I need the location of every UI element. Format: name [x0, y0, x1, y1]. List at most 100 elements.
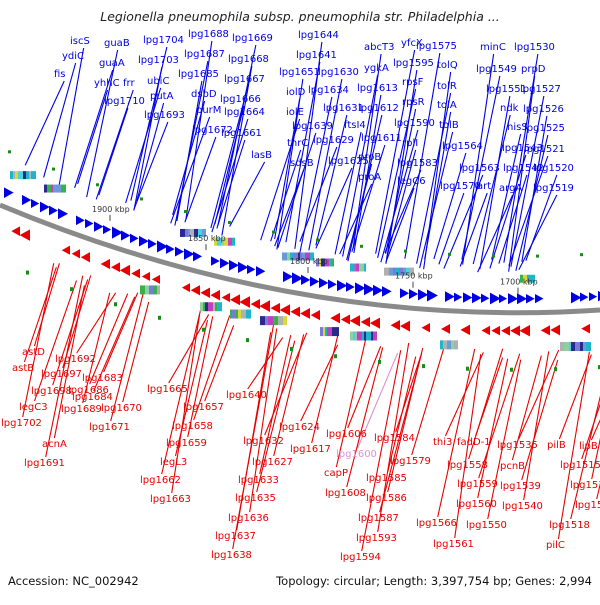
gene-label-lpg1665[interactable]: lpg1665: [147, 384, 188, 395]
gene-label-lpg1558[interactable]: lpg1558: [447, 460, 488, 471]
gene-label-lpg1691[interactable]: lpg1691: [24, 458, 65, 469]
gene-label-lpg1559[interactable]: lpg1559: [457, 479, 498, 490]
gene-label-lpg1586[interactable]: lpg1586: [366, 493, 407, 504]
gene-label-lpg1612[interactable]: lpg1612: [358, 103, 399, 114]
gene-label-lpg1704[interactable]: lpg1704: [143, 35, 184, 46]
gene-label-lpg1666[interactable]: lpg1666: [220, 94, 261, 105]
gene-label-purm[interactable]: purM: [196, 105, 221, 116]
gene-label-legc6[interactable]: legC6: [397, 176, 426, 187]
gene-label-lasb[interactable]: lasB: [251, 150, 272, 161]
gene-label-lpg1667[interactable]: lpg1667: [224, 74, 265, 85]
gene-label-lpg1627[interactable]: lpg1627: [252, 457, 293, 468]
gene-label-lpg1520[interactable]: lpg1520: [533, 163, 574, 174]
gene-label-lpg1710[interactable]: lpg1710: [104, 96, 145, 107]
gene-label-lpg1593[interactable]: lpg1593: [356, 533, 397, 544]
gene-label-lpg1672[interactable]: lpg1672: [192, 125, 233, 136]
gene-label-lpg1590[interactable]: lpg1590: [394, 118, 435, 129]
gene-label-abct3[interactable]: abcT3: [364, 42, 394, 53]
gene-label-acna[interactable]: acnA: [42, 439, 67, 450]
gene-label-lpg1635[interactable]: lpg1635: [235, 493, 276, 504]
gene-label-lpg1527[interactable]: lpg1527: [520, 84, 561, 95]
gene-label-lpg1539[interactable]: lpg1539: [500, 481, 541, 492]
gene-label-lpg1542[interactable]: lpg1542: [503, 163, 544, 174]
gene-label-rpsf[interactable]: rpsF: [402, 77, 424, 88]
gene-label-iole[interactable]: iolE: [286, 107, 304, 118]
gene-label-lpg1703[interactable]: lpg1703: [138, 55, 179, 66]
gene-label-lpg1669[interactable]: lpg1669: [232, 33, 273, 44]
gene-label-lpg1632[interactable]: lpg1632: [243, 436, 284, 447]
gene-label-lpg1594[interactable]: lpg1594: [340, 552, 381, 563]
gene-label-lpg1583[interactable]: lpg1583: [397, 158, 438, 169]
gene-label-lpg1641[interactable]: lpg1641: [296, 50, 337, 61]
gene-label-frr[interactable]: frr: [123, 78, 135, 89]
gene-label-iscs[interactable]: iscS: [70, 36, 90, 47]
gene-label-lpg1687[interactable]: lpg1687: [184, 49, 225, 60]
gene-label-lpg1535[interactable]: lpg1535: [497, 440, 538, 451]
gene-label-lpg1683[interactable]: lpg1683: [82, 373, 123, 384]
gene-label-lpg1663[interactable]: lpg1663: [150, 494, 191, 505]
gene-label-lpg1685[interactable]: lpg1685: [178, 69, 219, 80]
gene-label-rpli[interactable]: rplI: [402, 138, 418, 149]
gene-label-fadd-1[interactable]: fadD-1: [457, 437, 491, 448]
gene-label-lpg1564[interactable]: lpg1564: [442, 141, 483, 152]
gene-label-ygka[interactable]: ygkA: [364, 63, 389, 74]
gene-label-lpg1530[interactable]: lpg1530: [514, 42, 555, 53]
gene-label-lpg1595[interactable]: lpg1595: [393, 58, 434, 69]
gene-label-lpg1657[interactable]: lpg1657: [183, 402, 224, 413]
gene-label-yfcx[interactable]: yfcX: [401, 38, 423, 49]
gene-label-lpg1662[interactable]: lpg1662: [140, 475, 181, 486]
gene-label-guab[interactable]: guaB: [104, 38, 130, 49]
gene-label-lpg1516[interactable]: lpg1516: [570, 480, 600, 491]
gene-label-lpg1517[interactable]: lpg1517: [575, 500, 600, 511]
gene-label-astd[interactable]: astD: [22, 347, 45, 358]
gene-label-lpg1606[interactable]: lpg1606: [326, 429, 367, 440]
gene-label-lpg1686[interactable]: lpg1686: [68, 385, 109, 396]
gene-label-lpg1688[interactable]: lpg1688: [188, 29, 229, 40]
gene-label-lpg1624[interactable]: lpg1624: [279, 422, 320, 433]
gene-label-lpg1540[interactable]: lpg1540: [502, 501, 543, 512]
gene-label-lpg1664[interactable]: lpg1664: [224, 107, 265, 118]
gene-label-lpg1561[interactable]: lpg1561: [433, 539, 474, 550]
gene-label-legc3[interactable]: legC3: [19, 402, 48, 413]
gene-label-tolq[interactable]: tolQ: [437, 60, 458, 71]
gene-label-lpg1697[interactable]: lpg1697: [41, 369, 82, 380]
gene-label-sdsb[interactable]: sdsB: [290, 158, 314, 169]
gene-label-lpg1579[interactable]: lpg1579: [390, 456, 431, 467]
gene-label-fis[interactable]: fis: [54, 69, 66, 80]
gene-label-lpg1600[interactable]: lpg1600: [336, 449, 377, 460]
gene-label-lpg1585[interactable]: lpg1585: [366, 473, 407, 484]
gene-label-tola[interactable]: tolA: [437, 100, 457, 111]
gene-label-lpg1689[interactable]: lpg1689: [61, 404, 102, 415]
gene-label-lpg1566[interactable]: lpg1566: [416, 518, 457, 529]
gene-label-legl3[interactable]: legL3: [160, 457, 187, 468]
gene-label-pilc[interactable]: pilC: [546, 540, 565, 551]
gene-label-proa[interactable]: proA: [358, 172, 381, 183]
gene-label-arga[interactable]: argA: [499, 183, 522, 194]
gene-label-thi3[interactable]: thi3: [433, 437, 452, 448]
gene-label-lipb[interactable]: lipB: [579, 441, 598, 452]
gene-label-lpg1518[interactable]: lpg1518: [549, 520, 590, 531]
gene-label-minc[interactable]: minC: [480, 42, 506, 53]
gene-label-lpg1625[interactable]: lpg1625: [328, 156, 369, 167]
gene-label-lpg1670[interactable]: lpg1670: [101, 403, 142, 414]
gene-label-lpg1636[interactable]: lpg1636: [228, 513, 269, 524]
gene-label-lpg1633[interactable]: lpg1633: [238, 475, 279, 486]
gene-label-lpg1575[interactable]: lpg1575: [416, 41, 457, 52]
gene-label-lpg1651[interactable]: lpg1651: [279, 67, 320, 78]
gene-label-lpg1549[interactable]: lpg1549: [476, 64, 517, 75]
gene-label-iold[interactable]: iolD: [286, 87, 306, 98]
gene-label-rpsr[interactable]: rpsR: [402, 97, 425, 108]
gene-label-lpg1613[interactable]: lpg1613: [357, 83, 398, 94]
gene-label-prob[interactable]: proB: [358, 152, 381, 163]
gene-label-lpg1644[interactable]: lpg1644: [298, 30, 339, 41]
gene-label-lpg1634[interactable]: lpg1634: [308, 85, 349, 96]
gene-label-lpg1543[interactable]: lpg1543: [502, 143, 543, 154]
gene-label-lpg1702[interactable]: lpg1702: [1, 418, 42, 429]
gene-label-yhhc[interactable]: yhhC: [94, 78, 120, 89]
gene-label-pcnb[interactable]: pcnB: [500, 461, 525, 472]
gene-label-lpg1659[interactable]: lpg1659: [166, 438, 207, 449]
gene-label-lpg1584[interactable]: lpg1584: [374, 433, 415, 444]
gene-label-ndk[interactable]: ndk: [500, 103, 519, 114]
gene-label-lpg1515[interactable]: lpg1515: [560, 460, 600, 471]
gene-label-lpg1587[interactable]: lpg1587: [358, 513, 399, 524]
